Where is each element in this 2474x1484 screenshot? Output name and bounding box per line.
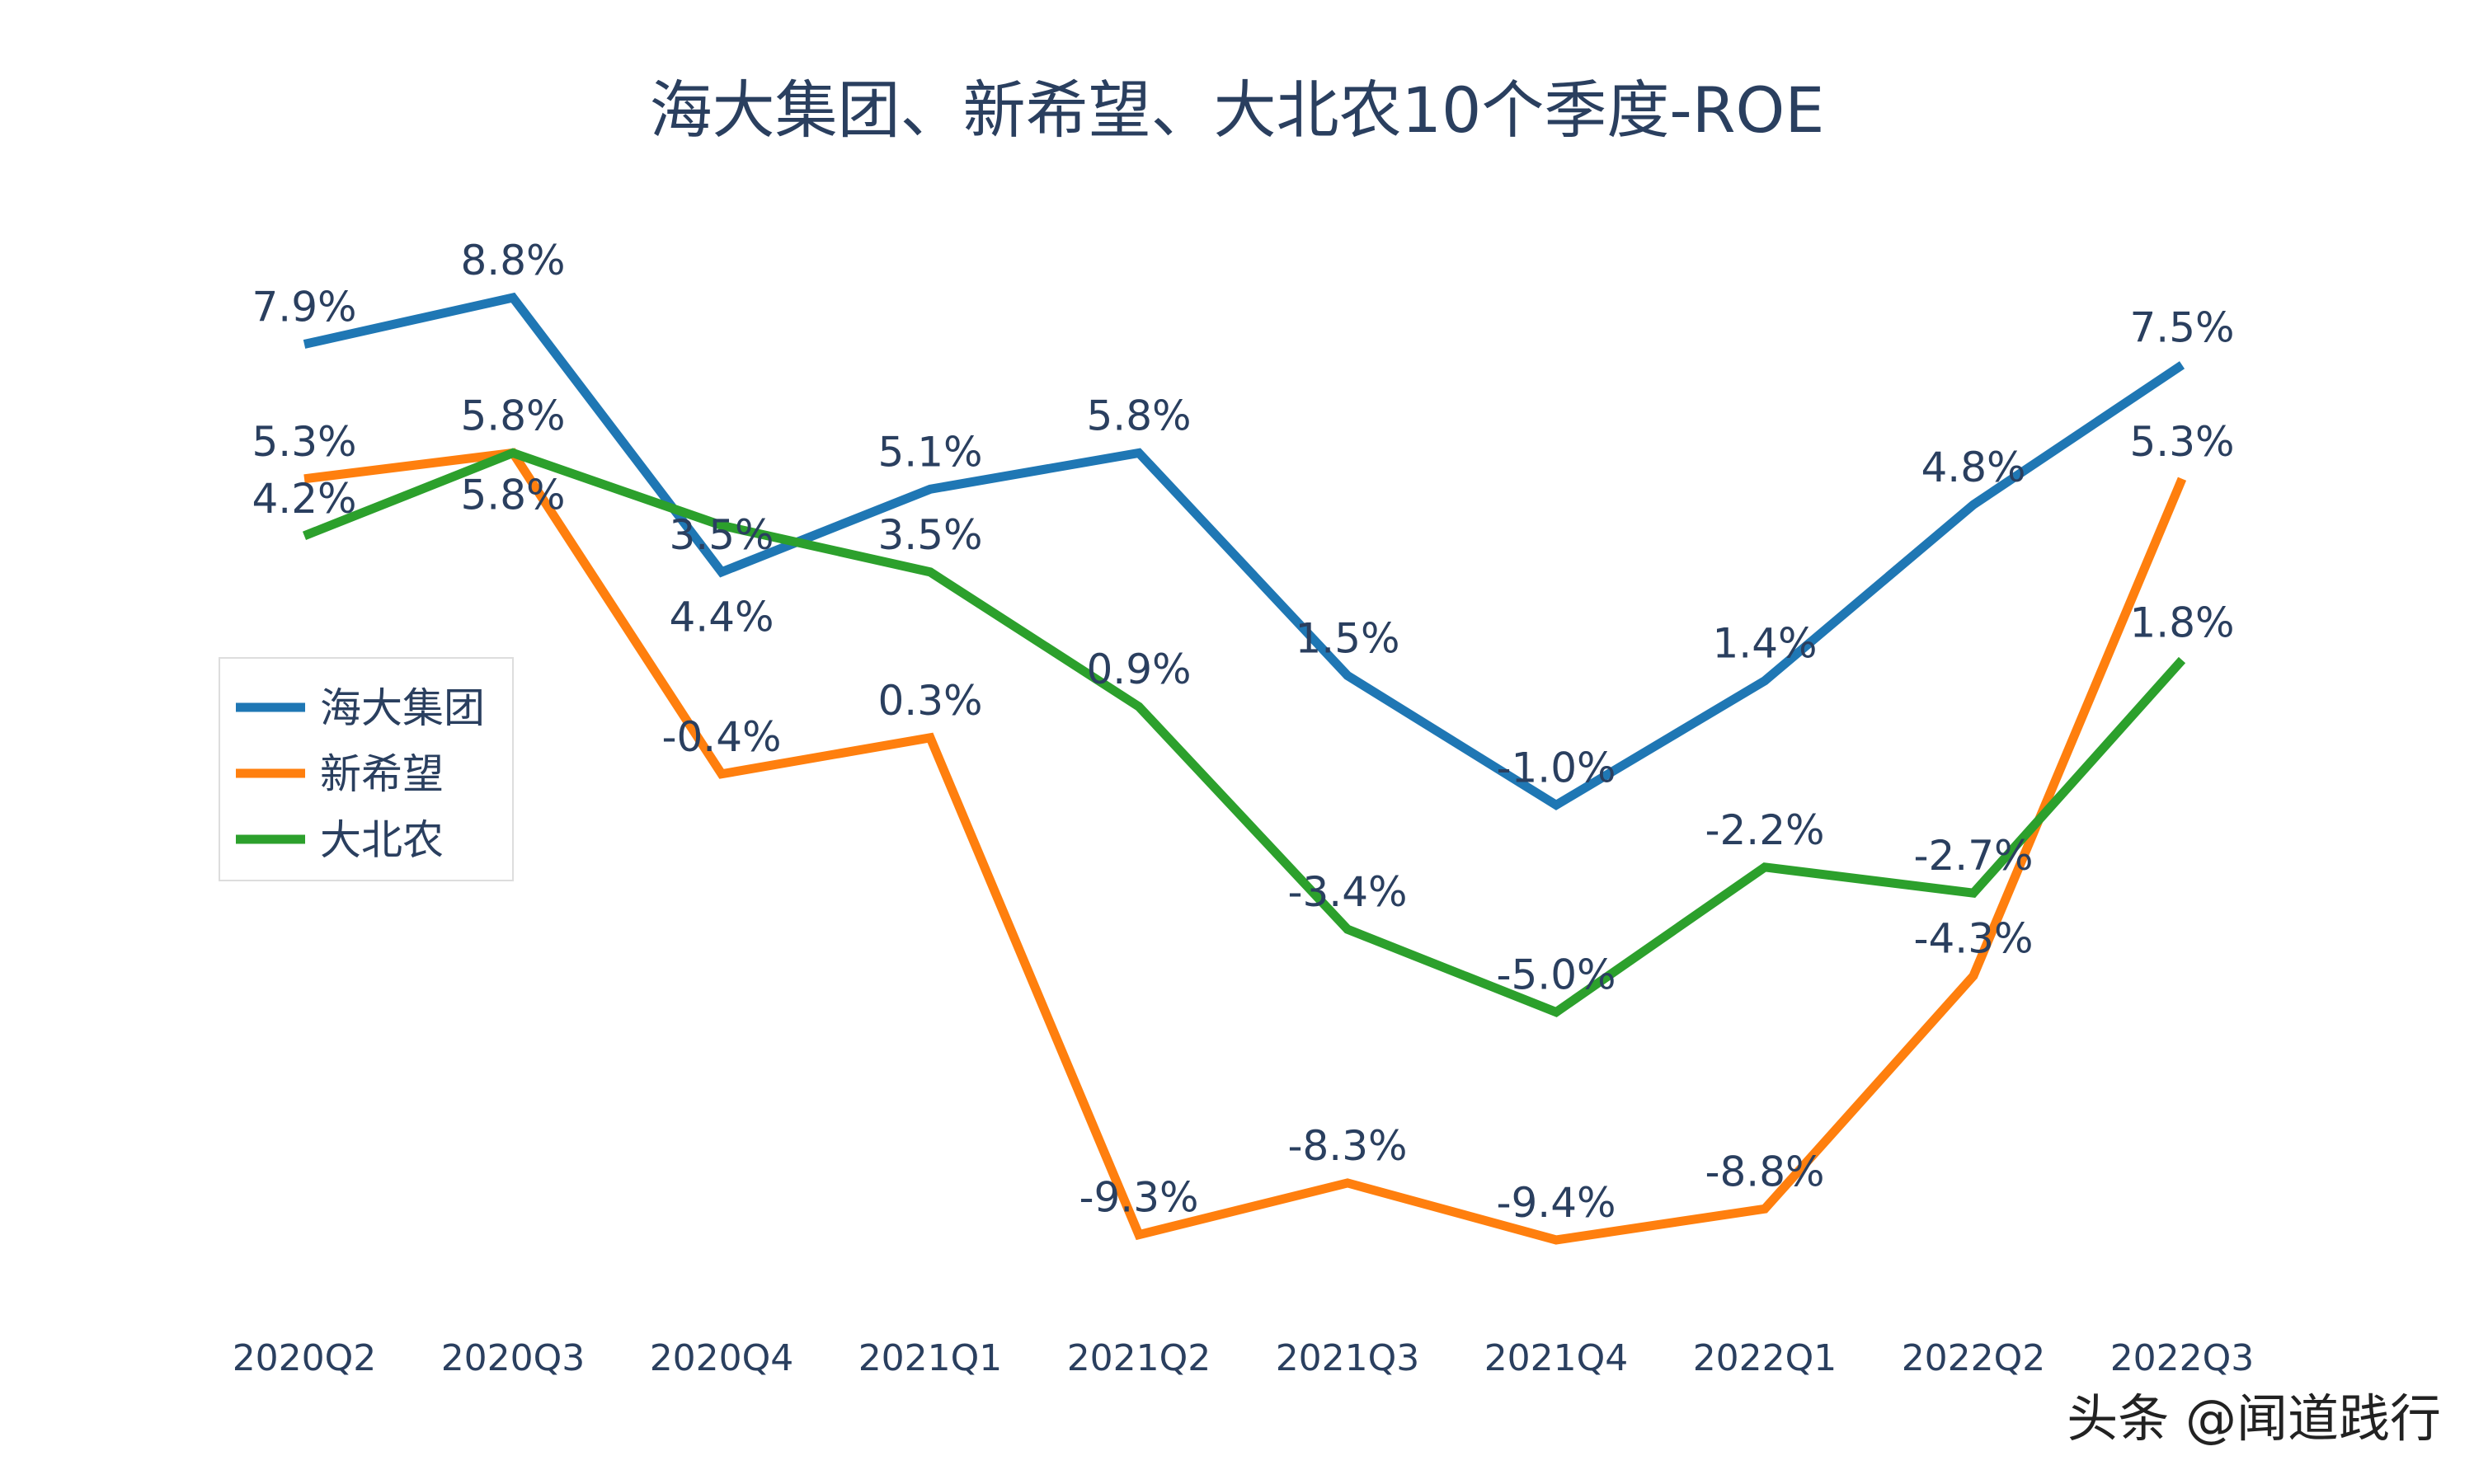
x-tick-label: 2022Q3 [2110,1337,2255,1379]
data-label-haida: 5.8% [1086,392,1191,439]
x-tick-label: 2020Q4 [650,1337,794,1379]
chart-title: 海大集团、新希望、大北农10个季度-ROE [650,73,1825,147]
line-dabeinong [302,448,2186,1017]
data-label-xinxiwang: 5.8% [460,392,565,439]
data-label-dabeinong: -3.4% [1287,868,1407,916]
data-label-haida: 5.1% [877,428,982,476]
x-axis-ticks: 2020Q2 2020Q3 2020Q4 2021Q1 2021Q2 2021Q3 2021… [233,1337,2255,1379]
data-label-xinxiwang: 5.3% [252,418,356,466]
data-label-dabeinong: 3.5% [877,511,982,559]
data-label-dabeinong: 1.8% [2129,599,2234,647]
data-label-haida: 8.8% [460,237,565,284]
data-label-haida: 7.5% [2129,304,2234,352]
x-tick-label: 2022Q1 [1693,1337,1837,1379]
data-label-xinxiwang: -0.4% [661,713,781,761]
data-label-dabeinong: 0.9% [1086,646,1191,693]
data-label-xinxiwang: 0.3% [877,677,982,725]
data-label-dabeinong: 4.4% [669,593,774,641]
data-label-xinxiwang: -4.3% [1913,915,2033,963]
data-label-haida: 4.8% [1921,444,2025,491]
data-label-xinxiwang: -8.8% [1705,1148,1824,1195]
x-tick-label: 2021Q4 [1484,1337,1629,1379]
legend-label-xinxiwang[interactable]: 新希望 [320,750,444,798]
data-label-xinxiwang: -9.3% [1079,1174,1198,1222]
data-label-xinxiwang: -8.3% [1287,1122,1407,1170]
data-label-dabeinong: -5.0% [1496,951,1616,999]
data-label-xinxiwang: -9.4% [1496,1179,1616,1227]
x-tick-label: 2021Q2 [1067,1337,1211,1379]
x-tick-label: 2022Q2 [1902,1337,2046,1379]
data-label-dabeinong: 5.8% [460,471,565,519]
data-label-haida: 1.4% [1712,620,1817,668]
data-label-haida: 3.5% [669,511,774,559]
x-tick-label: 2020Q2 [233,1337,377,1379]
x-tick-label: 2021Q1 [858,1337,1003,1379]
data-labels: 7.9% 8.8% 3.5% 5.1% 5.8% 1.5% -1.0% 1.4% 4.8% 7.5… [252,237,2234,1227]
x-tick-label: 2020Q3 [441,1337,586,1379]
data-label-dabeinong: 4.2% [252,475,356,523]
line-haida [303,292,2185,810]
data-label-haida: -1.0% [1496,744,1616,791]
x-tick-label: 2021Q3 [1276,1337,1420,1379]
data-label-haida: 7.9% [252,284,356,331]
legend-label-haida[interactable]: 海大集团 [320,684,485,732]
data-label-dabeinong: -2.7% [1913,832,2033,880]
data-label-haida: 1.5% [1295,614,1399,662]
watermark: 头条 @闻道践行 [2067,1388,2441,1449]
legend-label-dabeinong[interactable]: 大北农 [320,816,444,864]
series-lines [302,292,2187,1245]
data-label-xinxiwang: 5.3% [2129,418,2234,466]
data-label-dabeinong: -2.2% [1705,806,1824,854]
line-xinxiwang [303,448,2187,1245]
